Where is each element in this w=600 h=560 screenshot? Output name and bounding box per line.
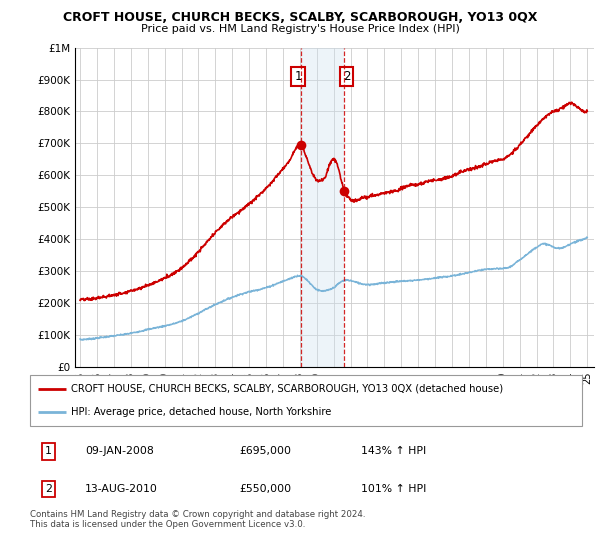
Text: 13-AUG-2010: 13-AUG-2010 bbox=[85, 484, 158, 494]
Text: Contains HM Land Registry data © Crown copyright and database right 2024.
This d: Contains HM Land Registry data © Crown c… bbox=[30, 510, 365, 529]
Text: 1: 1 bbox=[45, 446, 52, 456]
Text: 101% ↑ HPI: 101% ↑ HPI bbox=[361, 484, 427, 494]
Text: 143% ↑ HPI: 143% ↑ HPI bbox=[361, 446, 427, 456]
Text: 1: 1 bbox=[294, 70, 302, 83]
Text: £695,000: £695,000 bbox=[240, 446, 292, 456]
Text: 2: 2 bbox=[45, 484, 52, 494]
Text: HPI: Average price, detached house, North Yorkshire: HPI: Average price, detached house, Nort… bbox=[71, 407, 332, 417]
Text: Price paid vs. HM Land Registry's House Price Index (HPI): Price paid vs. HM Land Registry's House … bbox=[140, 24, 460, 34]
FancyBboxPatch shape bbox=[30, 375, 582, 426]
Text: CROFT HOUSE, CHURCH BECKS, SCALBY, SCARBOROUGH, YO13 0QX (detached house): CROFT HOUSE, CHURCH BECKS, SCALBY, SCARB… bbox=[71, 384, 503, 394]
Text: £550,000: £550,000 bbox=[240, 484, 292, 494]
Text: 2: 2 bbox=[343, 70, 350, 83]
Text: CROFT HOUSE, CHURCH BECKS, SCALBY, SCARBOROUGH, YO13 0QX: CROFT HOUSE, CHURCH BECKS, SCALBY, SCARB… bbox=[63, 11, 537, 24]
Text: 09-JAN-2008: 09-JAN-2008 bbox=[85, 446, 154, 456]
Bar bbox=[301, 48, 344, 367]
